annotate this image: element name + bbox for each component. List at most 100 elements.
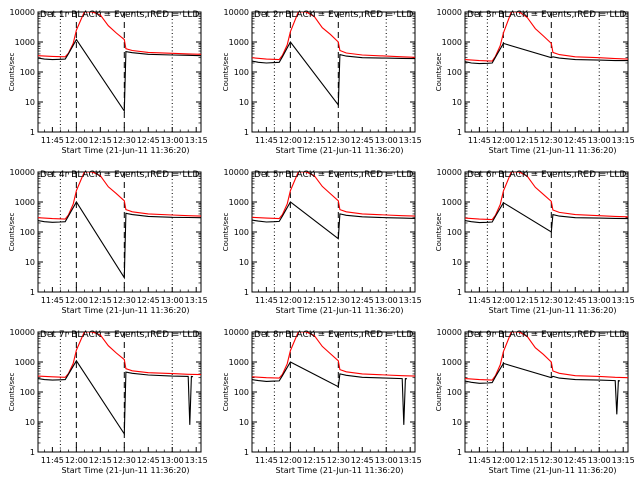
y-tick-label: 1 <box>244 288 249 297</box>
y-axis-label: Counts/sec <box>8 53 16 92</box>
x-tick-label: 12:45 <box>564 456 587 465</box>
series-events-line <box>252 40 415 107</box>
x-tick-label: 13:15 <box>612 296 635 305</box>
x-tick-label: 11:45 <box>41 136 64 145</box>
series-events-line <box>465 42 628 65</box>
y-tick-label: 1000 <box>15 358 35 367</box>
chart-title: Det 9r BLACK = Events, RED = LLD <box>467 330 626 340</box>
x-tick-label: 13:00 <box>161 136 184 145</box>
x-tick-label: 12:15 <box>89 296 112 305</box>
x-tick-label: 12:00 <box>492 296 515 305</box>
series-events-line <box>465 201 628 233</box>
chart-panel-3: 1 10 100 1000 10000 11:45 12:00 12:15 12:30 12:45… <box>435 8 635 155</box>
y-tick-label: 10 <box>25 98 35 107</box>
x-tick-label: 12:45 <box>351 136 374 145</box>
y-tick-label: 100 <box>234 68 249 77</box>
series-lld-line <box>38 172 201 220</box>
x-tick-label: 12:30 <box>113 296 136 305</box>
x-tick-label: 13:15 <box>185 136 208 145</box>
y-tick-label: 1 <box>244 448 249 457</box>
x-tick-label: 13:00 <box>375 136 398 145</box>
chart-title: Det 8r BLACK = Events, RED = LLD <box>254 330 413 340</box>
x-tick-label: 12:00 <box>65 296 88 305</box>
series-lld-line <box>252 12 415 61</box>
y-tick-label: 10000 <box>224 328 249 337</box>
y-tick-label: 100 <box>20 228 35 237</box>
x-tick-label: 13:15 <box>185 456 208 465</box>
y-tick-label: 1 <box>244 128 249 137</box>
y-tick-label: 100 <box>20 388 35 397</box>
x-tick-label: 13:15 <box>612 456 635 465</box>
x-tick-label: 12:00 <box>279 456 302 465</box>
plot-frame <box>464 171 629 293</box>
y-tick-label: 10000 <box>437 328 462 337</box>
y-tick-label: 1000 <box>442 198 462 207</box>
x-tick-label: 12:45 <box>137 456 160 465</box>
x-tick-label: 11:45 <box>468 456 491 465</box>
x-axis-label: Start Time (21-Jun-11 11:36:20) <box>62 306 190 315</box>
x-axis-label: Start Time (21-Jun-11 11:36:20) <box>489 466 617 475</box>
y-tick-label: 10 <box>239 258 249 267</box>
x-tick-label: 12:30 <box>540 296 563 305</box>
x-tick-label: 13:00 <box>588 296 611 305</box>
y-tick-label: 10000 <box>224 168 249 177</box>
series-lld-line <box>252 332 415 379</box>
x-tick-label: 12:15 <box>303 136 326 145</box>
y-axis-label: Counts/sec <box>222 53 230 92</box>
x-tick-label: 12:45 <box>351 296 374 305</box>
y-tick-label: 100 <box>234 228 249 237</box>
y-tick-label: 1 <box>457 448 462 457</box>
plot-frame <box>37 11 202 133</box>
chart-panel-9: 1 10 100 1000 10000 11:45 12:00 12:15 12:30 12:45… <box>435 328 635 475</box>
x-axis-label: Start Time (21-Jun-11 11:36:20) <box>276 466 404 475</box>
x-tick-label: 12:00 <box>492 456 515 465</box>
x-tick-label: 13:00 <box>588 456 611 465</box>
plot-frame <box>251 171 416 293</box>
x-tick-label: 12:45 <box>137 136 160 145</box>
chart-title: Det 6r BLACK = Events, RED = LLD <box>467 170 626 180</box>
y-tick-label: 10000 <box>10 328 35 337</box>
x-tick-label: 11:45 <box>255 456 278 465</box>
y-axis-label: Counts/sec <box>8 213 16 252</box>
plot-frame <box>464 11 629 133</box>
x-tick-label: 13:15 <box>399 296 422 305</box>
chart-panel-4: 1 10 100 1000 10000 11:45 12:00 12:15 12:30 12:45… <box>8 168 208 315</box>
x-tick-label: 13:00 <box>161 296 184 305</box>
series-events-line <box>38 200 201 280</box>
x-tick-label: 13:15 <box>612 136 635 145</box>
series-lld-line <box>465 332 628 381</box>
x-tick-label: 11:45 <box>468 136 491 145</box>
x-tick-label: 11:45 <box>255 296 278 305</box>
x-tick-label: 13:00 <box>375 456 398 465</box>
x-axis-label: Start Time (21-Jun-11 11:36:20) <box>276 146 404 155</box>
series-events-line <box>252 361 408 425</box>
y-tick-label: 1 <box>457 288 462 297</box>
chart-title: Det 4r BLACK = Events, RED = LLD <box>40 170 199 180</box>
y-tick-label: 1 <box>30 288 35 297</box>
x-tick-label: 12:15 <box>516 456 539 465</box>
y-tick-label: 1000 <box>15 198 35 207</box>
y-tick-label: 100 <box>234 388 249 397</box>
series-events-line <box>38 38 201 113</box>
y-tick-label: 10 <box>452 418 462 427</box>
series-lld-line <box>252 172 415 220</box>
x-tick-label: 12:15 <box>303 456 326 465</box>
y-tick-label: 10 <box>25 258 35 267</box>
x-axis-label: Start Time (21-Jun-11 11:36:20) <box>62 466 190 475</box>
y-tick-label: 10 <box>239 98 249 107</box>
y-tick-label: 10 <box>239 418 249 427</box>
chart-panel-1: 1 10 100 1000 10000 11:45 12:00 12:15 12:30 12:45… <box>8 8 208 155</box>
x-tick-label: 12:30 <box>327 456 350 465</box>
y-tick-label: 10 <box>452 258 462 267</box>
plot-frame <box>37 331 202 453</box>
chart-title: Det 5r BLACK = Events, RED = LLD <box>254 170 413 180</box>
y-axis-label: Counts/sec <box>222 373 230 412</box>
x-tick-label: 12:00 <box>492 136 515 145</box>
y-axis-label: Counts/sec <box>8 373 16 412</box>
x-tick-label: 13:00 <box>375 296 398 305</box>
y-tick-label: 1 <box>457 128 462 137</box>
chart-panel-8: 1 10 100 1000 10000 11:45 12:00 12:15 12:30 12:45… <box>222 328 422 475</box>
y-tick-label: 1 <box>30 128 35 137</box>
chart-panel-2: 1 10 100 1000 10000 11:45 12:00 12:15 12:30 12:45… <box>222 8 422 155</box>
